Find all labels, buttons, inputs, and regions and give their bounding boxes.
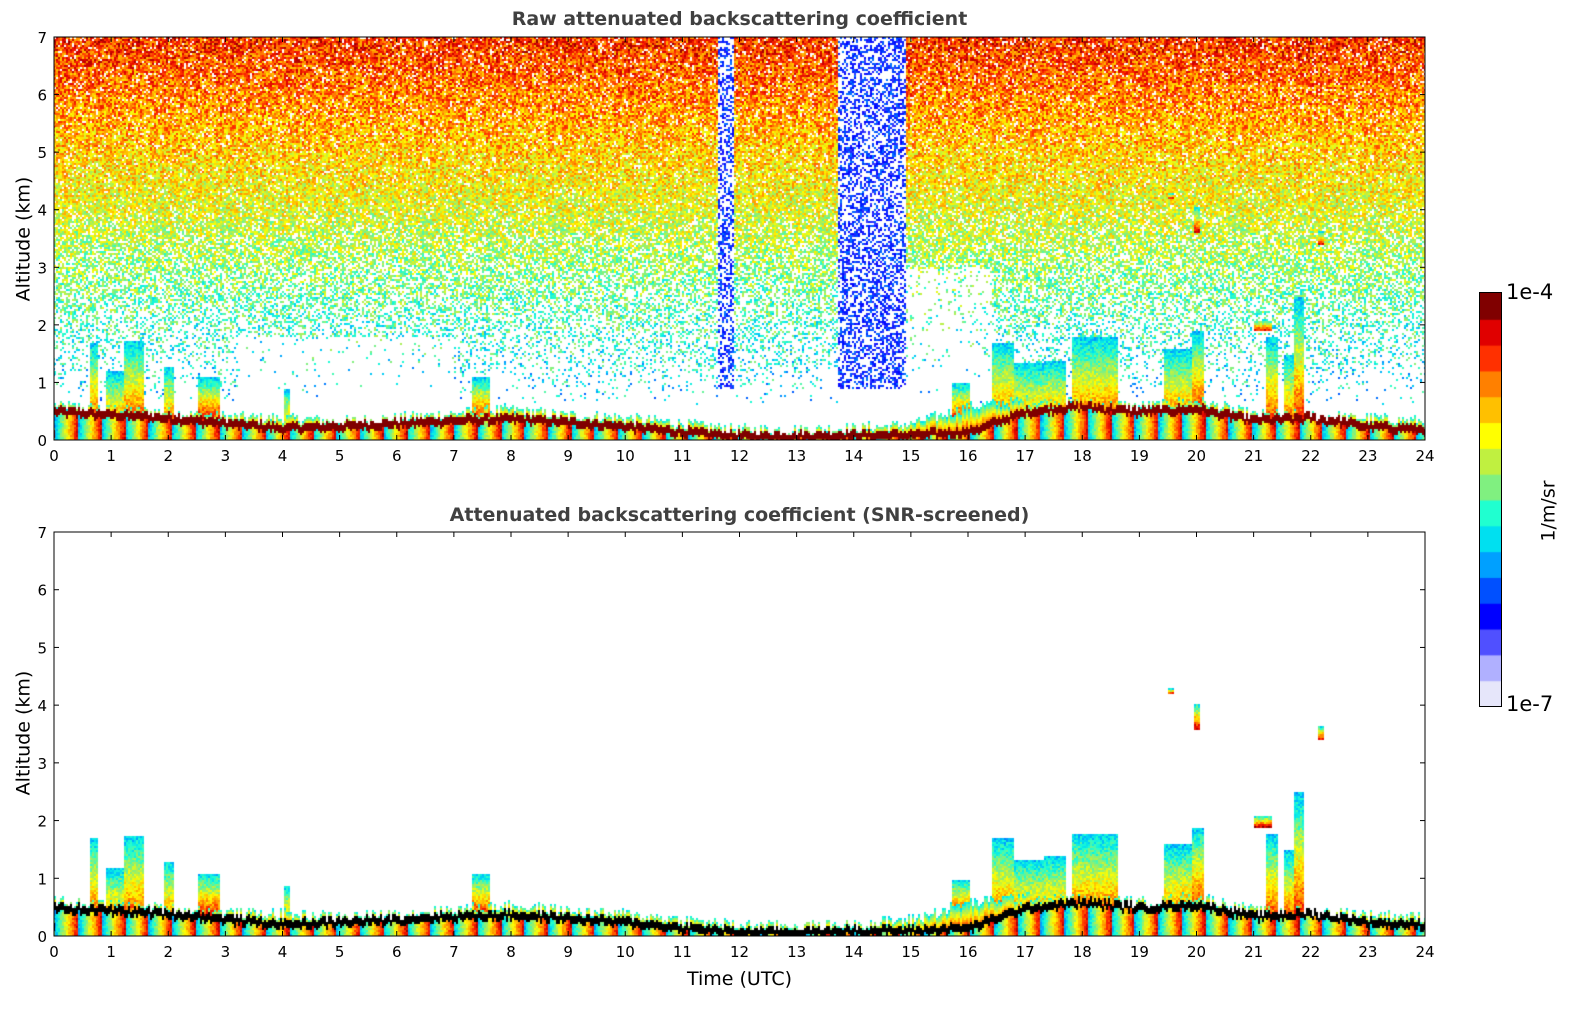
- colorbar-unit-label: 1/m/sr: [1537, 480, 1560, 542]
- top-xtick-label: 10: [616, 447, 635, 465]
- top-ylabel: Altitude (km): [12, 176, 35, 302]
- bottom-xtick-label: 16: [958, 943, 977, 961]
- bottom-ylabel: Altitude (km): [12, 670, 35, 796]
- bottom-xtick-label: 14: [844, 943, 863, 961]
- top-xtick-label: 7: [449, 447, 459, 465]
- top-xtick-label: 16: [958, 447, 977, 465]
- bottom-xtick-label: 18: [1073, 943, 1092, 961]
- top-xtick-label: 2: [163, 447, 173, 465]
- bottom-xtick-label: 7: [449, 943, 459, 961]
- top-xtick-label: 4: [278, 447, 288, 465]
- bottom-ytick-label: 1: [37, 870, 47, 888]
- bottom-ytick-label: 4: [37, 697, 47, 715]
- top-xtick-label: 19: [1130, 447, 1149, 465]
- top-xtick-label: 21: [1244, 447, 1263, 465]
- bottom-xtick-label: 10: [616, 943, 635, 961]
- top-plot-title: Raw attenuated backscattering coefficien…: [511, 8, 968, 30]
- bottom-xtick-label: 21: [1244, 943, 1263, 961]
- top-ytick-label: 7: [37, 29, 47, 47]
- x-axis-label: Time (UTC): [686, 968, 793, 990]
- bottom-xtick-label: 9: [563, 943, 573, 961]
- top-ytick-label: 4: [37, 202, 47, 220]
- top-xtick-label: 9: [563, 447, 573, 465]
- bottom-ytick-label: 5: [37, 639, 47, 657]
- bottom-xtick-label: 0: [49, 943, 59, 961]
- bottom-xtick-label: 3: [221, 943, 231, 961]
- top-ytick-label: 3: [37, 259, 47, 277]
- top-xtick-label: 15: [901, 447, 920, 465]
- top-xtick-label: 8: [506, 447, 516, 465]
- bottom-xtick-label: 17: [1016, 943, 1035, 961]
- bottom-ytick-label: 6: [37, 582, 47, 600]
- bottom-xtick-label: 2: [163, 943, 173, 961]
- top-ytick-label: 6: [37, 87, 47, 105]
- top-ytick-label: 5: [37, 144, 47, 162]
- top-ytick-label: 2: [37, 317, 47, 335]
- bottom-heatmap: [54, 532, 1425, 936]
- top-xtick-label: 12: [730, 447, 749, 465]
- colorbar-max-label: 1e-4: [1506, 280, 1554, 304]
- bottom-xtick-label: 22: [1301, 943, 1320, 961]
- bottom-xtick-label: 13: [787, 943, 806, 961]
- bottom-xtick-label: 6: [392, 943, 402, 961]
- top-xtick-label: 20: [1187, 447, 1206, 465]
- top-xtick-label: 5: [335, 447, 345, 465]
- bottom-ytick-label: 0: [37, 928, 47, 946]
- bottom-xtick-label: 5: [335, 943, 345, 961]
- top-heatmap: [54, 37, 1425, 440]
- top-xtick-label: 24: [1415, 447, 1434, 465]
- top-xtick-label: 14: [844, 447, 863, 465]
- bottom-xtick-label: 20: [1187, 943, 1206, 961]
- top-xtick-label: 13: [787, 447, 806, 465]
- bottom-xtick-label: 19: [1130, 943, 1149, 961]
- top-xtick-label: 23: [1358, 447, 1377, 465]
- bottom-xtick-label: 4: [278, 943, 288, 961]
- bottom-xtick-label: 1: [106, 943, 116, 961]
- bottom-ytick-label: 2: [37, 813, 47, 831]
- bottom-xtick-label: 23: [1358, 943, 1377, 961]
- top-ytick-label: 0: [37, 432, 47, 450]
- bottom-xtick-label: 24: [1415, 943, 1434, 961]
- bottom-xtick-label: 12: [730, 943, 749, 961]
- top-xtick-label: 6: [392, 447, 402, 465]
- top-xtick-label: 11: [673, 447, 692, 465]
- bottom-xtick-label: 15: [901, 943, 920, 961]
- top-xtick-label: 17: [1016, 447, 1035, 465]
- top-xtick-label: 3: [221, 447, 231, 465]
- bottom-ytick-label: 7: [37, 524, 47, 542]
- bottom-xtick-label: 8: [506, 943, 516, 961]
- top-xtick-label: 22: [1301, 447, 1320, 465]
- top-xtick-label: 1: [106, 447, 116, 465]
- colorbar-min-label: 1e-7: [1506, 692, 1554, 716]
- top-xtick-label: 0: [49, 447, 59, 465]
- colorbar: [1479, 292, 1502, 707]
- bottom-plot-title: Attenuated backscattering coefficient (S…: [449, 504, 1030, 526]
- top-xtick-label: 18: [1073, 447, 1092, 465]
- bottom-xtick-label: 11: [673, 943, 692, 961]
- top-ytick-label: 1: [37, 374, 47, 392]
- top-plot-frame: [53, 36, 1426, 441]
- bottom-plot-frame: [53, 531, 1426, 937]
- bottom-ytick-label: 3: [37, 755, 47, 773]
